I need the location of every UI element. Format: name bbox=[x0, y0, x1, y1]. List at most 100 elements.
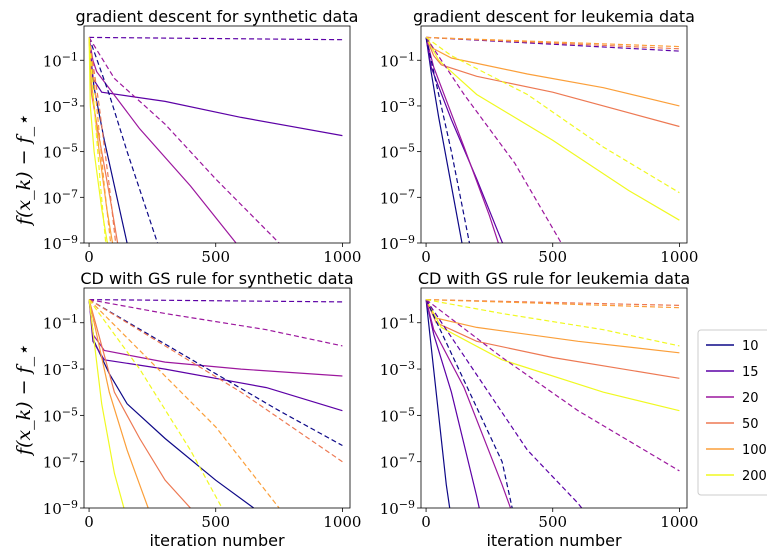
series-line-6-solid bbox=[425, 299, 680, 412]
series-line-3-solid bbox=[88, 37, 237, 243]
series-line-8-dashed bbox=[426, 36, 680, 52]
plot-frame bbox=[83, 287, 351, 509]
series-line-2-solid bbox=[88, 299, 343, 412]
plot-frame bbox=[420, 287, 688, 509]
panel-4: CD with GS rule for leukemia data 0 500 100… bbox=[380, 269, 699, 550]
x-axis-label: iteration number bbox=[149, 531, 285, 550]
y-tick-label: 10−9 bbox=[380, 498, 415, 518]
y-tick-label: 10−5 bbox=[43, 142, 78, 162]
series-line-6-solid bbox=[425, 37, 680, 221]
panels-group: gradient descent for synthetic data 0 500 1… bbox=[43, 7, 699, 550]
series-group bbox=[88, 299, 343, 508]
legend-label: 15 bbox=[742, 365, 759, 380]
series-line-12-dashed bbox=[88, 37, 107, 243]
panel-3: CD with GS rule for synthetic data 0 500 10… bbox=[43, 269, 362, 550]
x-tick-label: 1000 bbox=[660, 513, 698, 531]
series-line-10-dashed bbox=[88, 37, 117, 243]
series-line-7-dashed bbox=[88, 299, 343, 447]
series-line-11-dashed bbox=[88, 37, 112, 243]
y-tick-label: 10−1 bbox=[43, 50, 78, 70]
series-line-3-solid bbox=[425, 299, 512, 508]
panel-1: gradient descent for synthetic data 0 500 1… bbox=[43, 7, 362, 266]
series-line-11-dashed bbox=[88, 299, 280, 508]
series-line-5-solid bbox=[88, 37, 114, 243]
series-line-10-dashed bbox=[426, 299, 680, 306]
panel-title: CD with GS rule for leukemia data bbox=[418, 269, 690, 288]
legend: 10 15 20 50 100 200 bbox=[697, 329, 767, 496]
series-line-5-solid bbox=[88, 299, 149, 508]
y-tick-label: 10−7 bbox=[43, 187, 78, 207]
y-tick-label: 10−1 bbox=[380, 50, 415, 70]
y-tick-label: 10−7 bbox=[380, 187, 415, 207]
legend-label: 200 bbox=[742, 469, 767, 484]
series-line-10-dashed bbox=[426, 36, 680, 50]
y-tick-label: 10−3 bbox=[43, 359, 78, 379]
y-tick-label: 10−9 bbox=[43, 233, 78, 253]
panel-2: gradient descent for leukemia data 0 500 10… bbox=[380, 7, 699, 266]
series-line-4-solid bbox=[88, 299, 191, 508]
series-line-5-solid bbox=[425, 299, 680, 354]
y-tick-label: 10−7 bbox=[43, 452, 78, 472]
y-tick-label: 10−5 bbox=[380, 142, 415, 162]
series-line-7-dashed bbox=[425, 37, 471, 243]
series-line-12-dashed bbox=[425, 299, 680, 347]
series-line-7-dashed bbox=[425, 299, 513, 508]
legend-label: 100 bbox=[742, 443, 767, 458]
series-group bbox=[88, 36, 343, 243]
x-tick-label: 500 bbox=[201, 513, 230, 531]
y-tick-label: 10−1 bbox=[43, 313, 78, 333]
panel-title: gradient descent for leukemia data bbox=[413, 7, 695, 26]
series-line-2-solid bbox=[425, 299, 480, 508]
plot-frame bbox=[420, 25, 688, 244]
series-line-7-dashed bbox=[88, 37, 159, 243]
series-line-2-solid bbox=[425, 37, 504, 243]
y-tick-label: 10−5 bbox=[380, 405, 415, 425]
x-axis-label: iteration number bbox=[486, 531, 622, 550]
series-line-9-dashed bbox=[425, 37, 562, 243]
series-line-9-dashed bbox=[88, 37, 280, 243]
series-line-2-solid bbox=[88, 37, 343, 137]
y-axis-label-bottom: f(x_k) − f_⋆ bbox=[13, 345, 35, 457]
series-line-8-dashed bbox=[89, 299, 343, 303]
series-line-12-dashed bbox=[425, 36, 680, 194]
x-tick-label: 1000 bbox=[323, 513, 361, 531]
legend-label: 50 bbox=[742, 417, 759, 432]
y-tick-label: 10−3 bbox=[380, 96, 415, 116]
y-tick-label: 10−3 bbox=[380, 359, 415, 379]
x-tick-label: 0 bbox=[421, 513, 431, 531]
series-line-9-dashed bbox=[88, 299, 343, 347]
legend-label: 20 bbox=[742, 391, 759, 406]
x-tick-label: 0 bbox=[84, 248, 94, 266]
y-tick-label: 10−5 bbox=[43, 405, 78, 425]
series-group bbox=[425, 36, 680, 243]
x-tick-label: 500 bbox=[201, 248, 230, 266]
panel-title: CD with GS rule for synthetic data bbox=[80, 269, 353, 288]
y-tick-label: 10−1 bbox=[380, 313, 415, 333]
y-axis-label-top: f(x_k) − f_⋆ bbox=[13, 115, 35, 227]
y-tick-label: 10−3 bbox=[43, 96, 78, 116]
y-tick-label: 10−9 bbox=[43, 498, 78, 518]
x-tick-label: 1000 bbox=[323, 248, 361, 266]
series-line-1-solid bbox=[88, 299, 255, 508]
series-line-4-solid bbox=[425, 37, 680, 128]
series-line-3-solid bbox=[425, 37, 499, 243]
y-tick-label: 10−9 bbox=[380, 233, 415, 253]
legend-label: 10 bbox=[742, 339, 759, 354]
x-tick-label: 1000 bbox=[660, 248, 698, 266]
series-line-11-dashed bbox=[426, 36, 680, 48]
series-line-1-solid bbox=[425, 299, 451, 508]
x-tick-label: 0 bbox=[84, 513, 94, 531]
series-line-10-dashed bbox=[88, 299, 343, 463]
series-line-6-solid bbox=[88, 299, 125, 508]
series-line-11-dashed bbox=[426, 299, 680, 309]
series-line-8-dashed bbox=[425, 299, 583, 508]
x-tick-label: 500 bbox=[538, 513, 567, 531]
series-line-8-dashed bbox=[89, 36, 343, 41]
series-group bbox=[425, 299, 680, 508]
x-tick-label: 500 bbox=[538, 248, 567, 266]
panel-title: gradient descent for synthetic data bbox=[76, 7, 359, 26]
x-tick-label: 0 bbox=[421, 248, 431, 266]
plot-frame bbox=[83, 25, 351, 244]
series-line-12-dashed bbox=[88, 299, 223, 508]
